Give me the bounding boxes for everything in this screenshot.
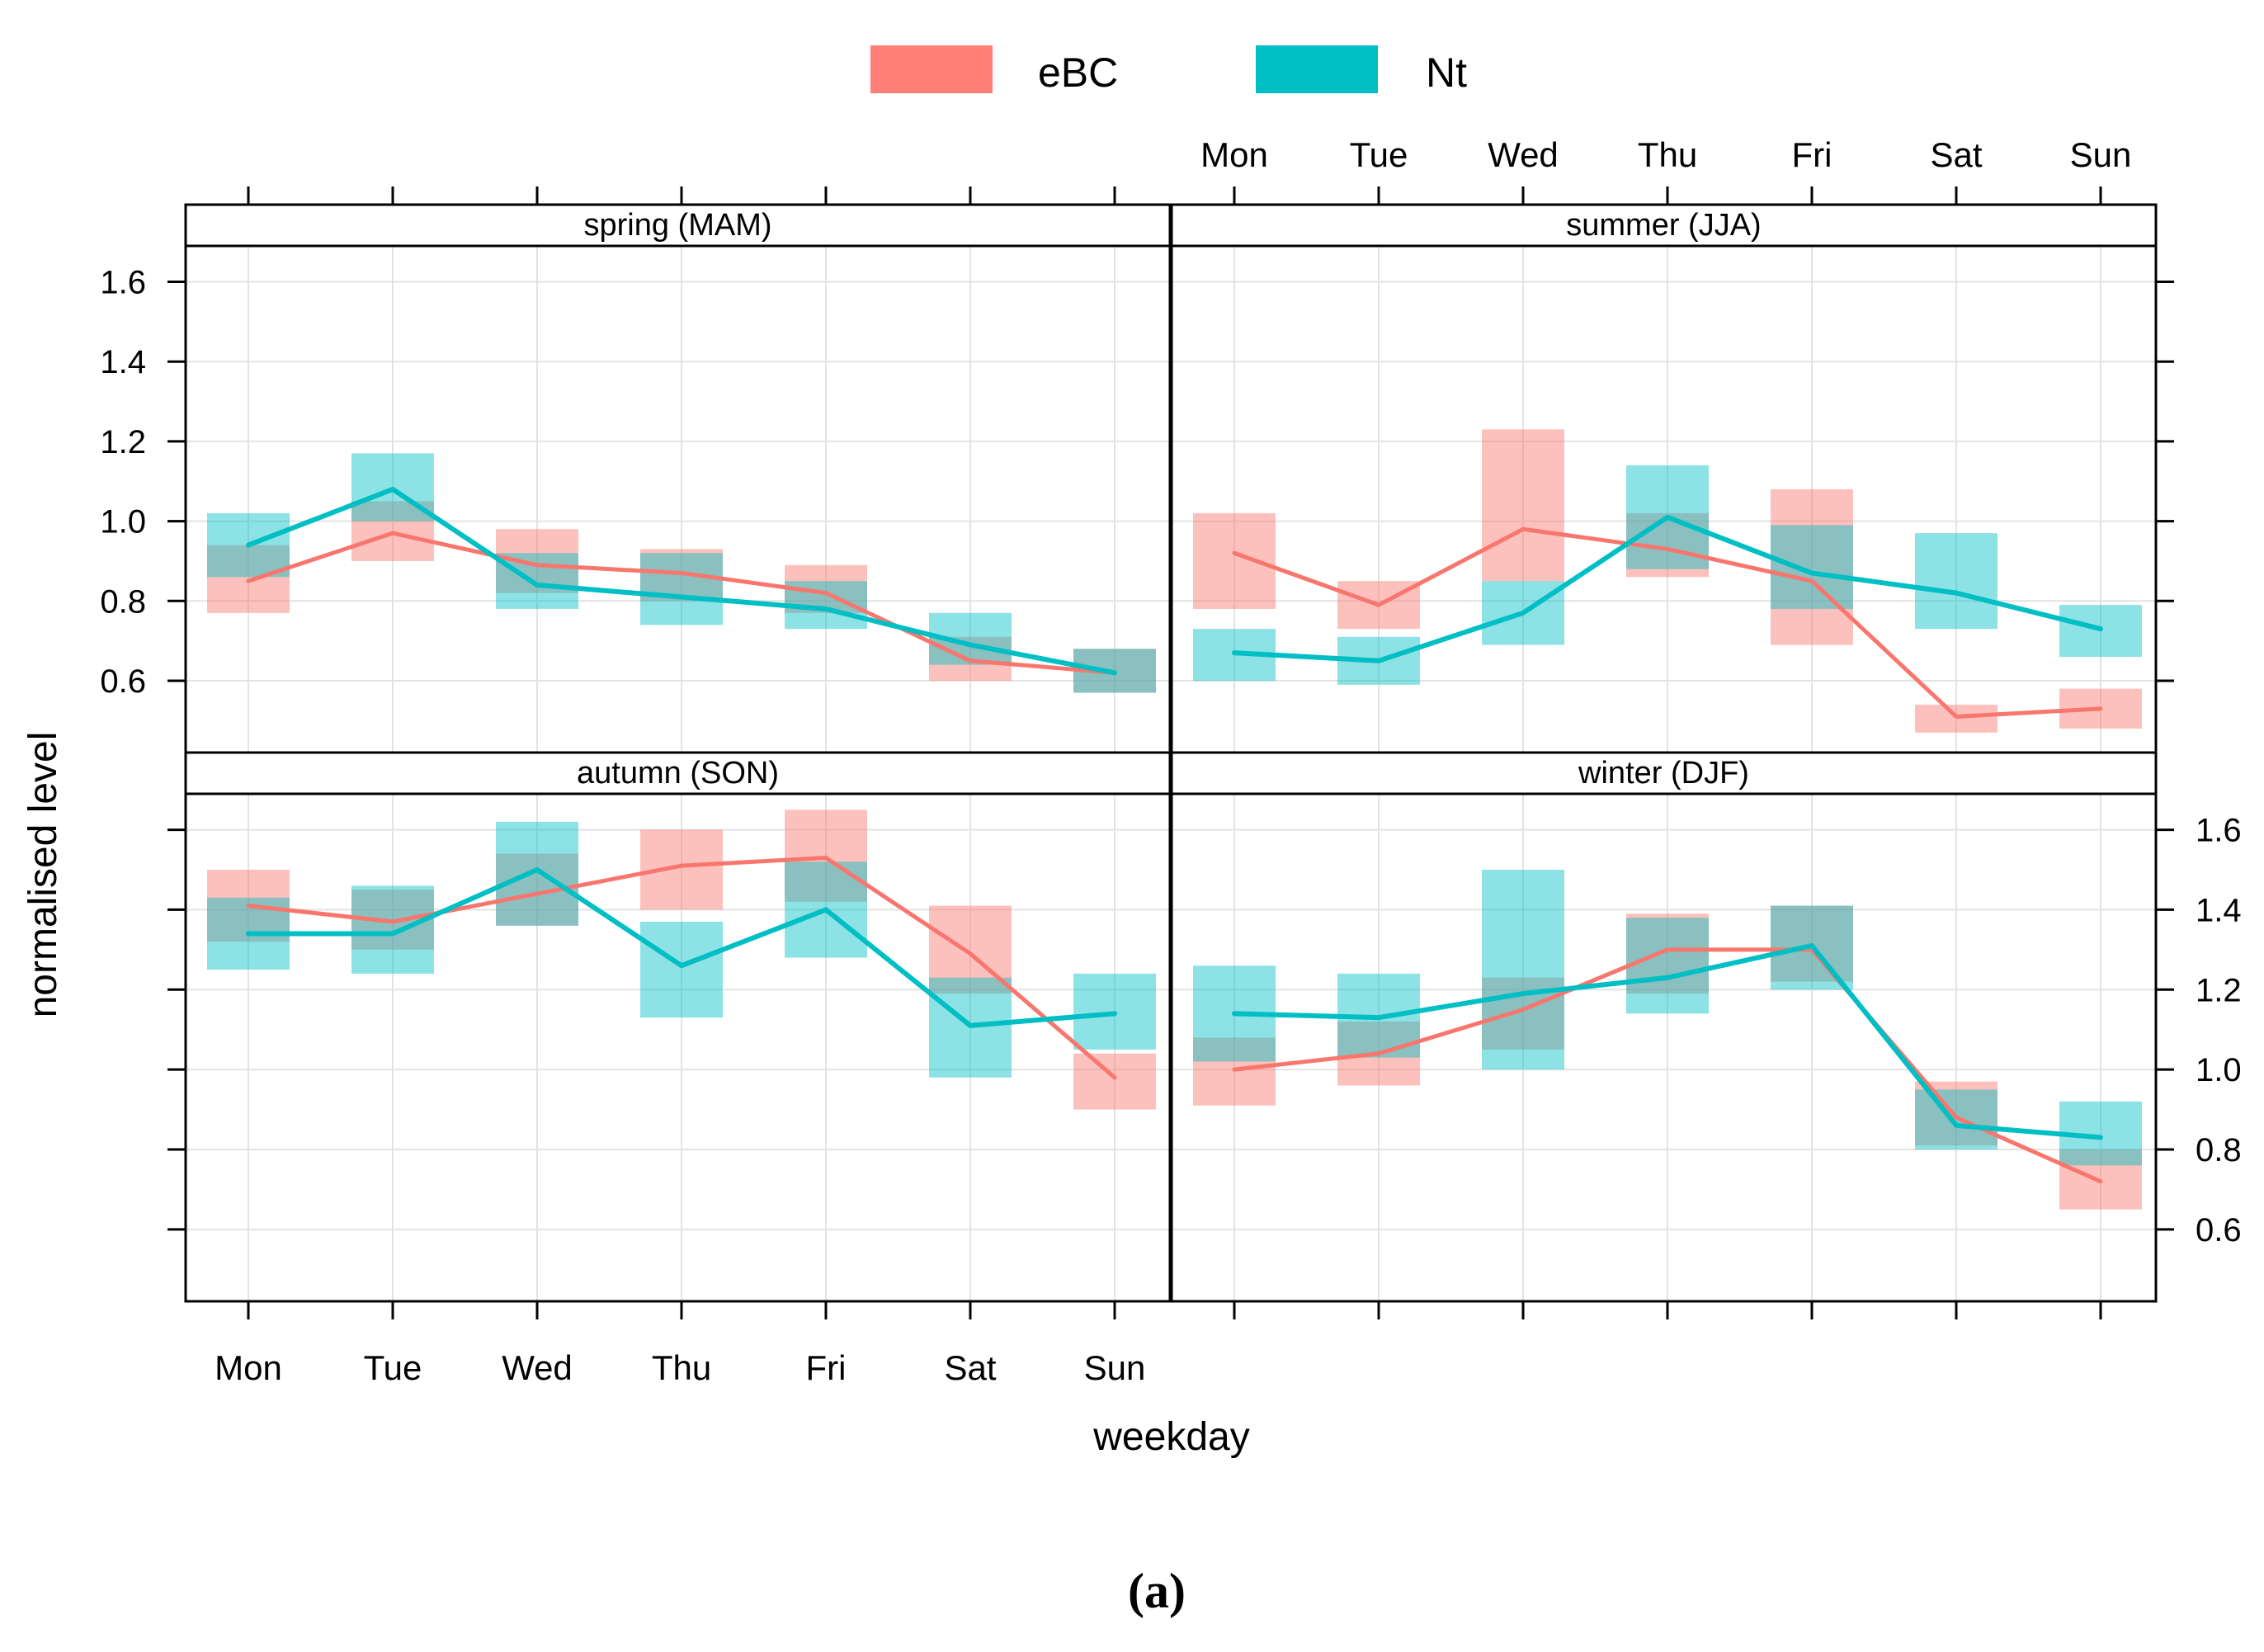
right-ytick-label-5: 1.6: [2196, 813, 2242, 849]
panel-2-band-ebc-fri: [1771, 489, 1853, 645]
y-axis-label: normalised level: [21, 732, 65, 1018]
panel-2-strip: [1170, 203, 2158, 248]
axes: Mon Tue Wed Thu Fri Sat Sun Mon Tue Wed Thu Fri Sat S…: [100, 135, 2241, 1387]
panel-1-strip: [184, 203, 1172, 248]
panel-2-title: summer (JJA): [1566, 208, 1761, 243]
bottom-tick-label-tue: Tue: [364, 1348, 422, 1387]
left-ytick-label-1: 0.8: [100, 583, 146, 620]
panel-4-strip: [1170, 751, 2158, 795]
top-tick-label-wed: Wed: [1488, 135, 1559, 174]
left-ytick-label-3: 1.2: [100, 424, 146, 460]
panel-4-plot-area: [1172, 794, 2156, 1301]
panel-2-band-nt-fri: [1771, 525, 1853, 609]
right-ytick-label-3: 1.2: [2196, 972, 2242, 1008]
left-ytick-label-2: 1.0: [100, 504, 146, 540]
bottom-tick-label-fri: Fri: [806, 1348, 847, 1387]
right-ytick-label-0: 0.6: [2196, 1212, 2242, 1248]
top-tick-label-fri: Fri: [1792, 135, 1832, 174]
panel-3-frame: [184, 792, 1172, 1303]
panel-1-title: spring (MAM): [583, 208, 771, 243]
legend-label-nt: Nt: [1426, 50, 1467, 96]
panel-3-band-ebc-sun: [1073, 1053, 1156, 1110]
panel-4-band-nt-wed: [1482, 870, 1564, 1070]
right-ytick-label-1: 0.8: [2196, 1132, 2242, 1168]
panel-3-plot-area: [186, 794, 1170, 1301]
figure-caption: (a): [1128, 1564, 1186, 1618]
right-ytick-label-4: 1.4: [2196, 892, 2242, 928]
bottom-tick-label-wed: Wed: [502, 1348, 573, 1387]
panel-2-band-nt-sat: [1915, 533, 1998, 630]
bottom-tick-label-sun: Sun: [1084, 1348, 1146, 1387]
panel-1-plot-area: [186, 246, 1170, 753]
left-ytick-label-5: 1.6: [100, 265, 146, 301]
legend: eBC Nt: [870, 45, 1467, 96]
panel-3-band-nt-thu: [640, 921, 723, 1018]
panel-2-band-ebc-mon: [1193, 512, 1276, 609]
x-axis-label: weekday: [1092, 1415, 1249, 1459]
panel-3-band-nt-tue: [351, 885, 434, 974]
bottom-tick-label-mon: Mon: [215, 1348, 282, 1387]
top-tick-label-thu: Thu: [1638, 135, 1697, 174]
panel-4-frame: [1170, 792, 2158, 1303]
panel-1-band-nt-thu: [640, 553, 723, 625]
legend-label-ebc: eBC: [1038, 50, 1118, 96]
left-ytick-label-0: 0.6: [100, 663, 146, 700]
bottom-tick-label-sat: Sat: [944, 1348, 996, 1387]
top-tick-label-mon: Mon: [1200, 135, 1268, 174]
panel-2-band-ebc-wed: [1482, 429, 1564, 582]
top-tick-label-sun: Sun: [2070, 135, 2132, 174]
panel-3-strip: [184, 751, 1172, 795]
left-ytick-label-4: 1.4: [100, 344, 146, 380]
top-tick-label-tue: Tue: [1350, 135, 1408, 174]
panels: spring (MAM) summer (JJA) autumn (SON) wint…: [184, 203, 2158, 1303]
panel-1-band-nt-wed: [496, 553, 578, 609]
bottom-tick-label-thu: Thu: [652, 1348, 711, 1387]
right-ytick-label-2: 1.0: [2196, 1052, 2242, 1088]
panel-4-title: winter (DJF): [1578, 756, 1749, 791]
panel-3-title: autumn (SON): [577, 756, 779, 791]
top-tick-label-sat: Sat: [1930, 135, 1982, 174]
legend-swatch-ebc: [870, 45, 993, 93]
panel-3-band-nt-wed: [496, 821, 578, 926]
legend-swatch-nt: [1256, 45, 1378, 93]
panel-4-band-nt-thu: [1626, 918, 1709, 1014]
panel-2-plot-area: [1172, 246, 2156, 753]
